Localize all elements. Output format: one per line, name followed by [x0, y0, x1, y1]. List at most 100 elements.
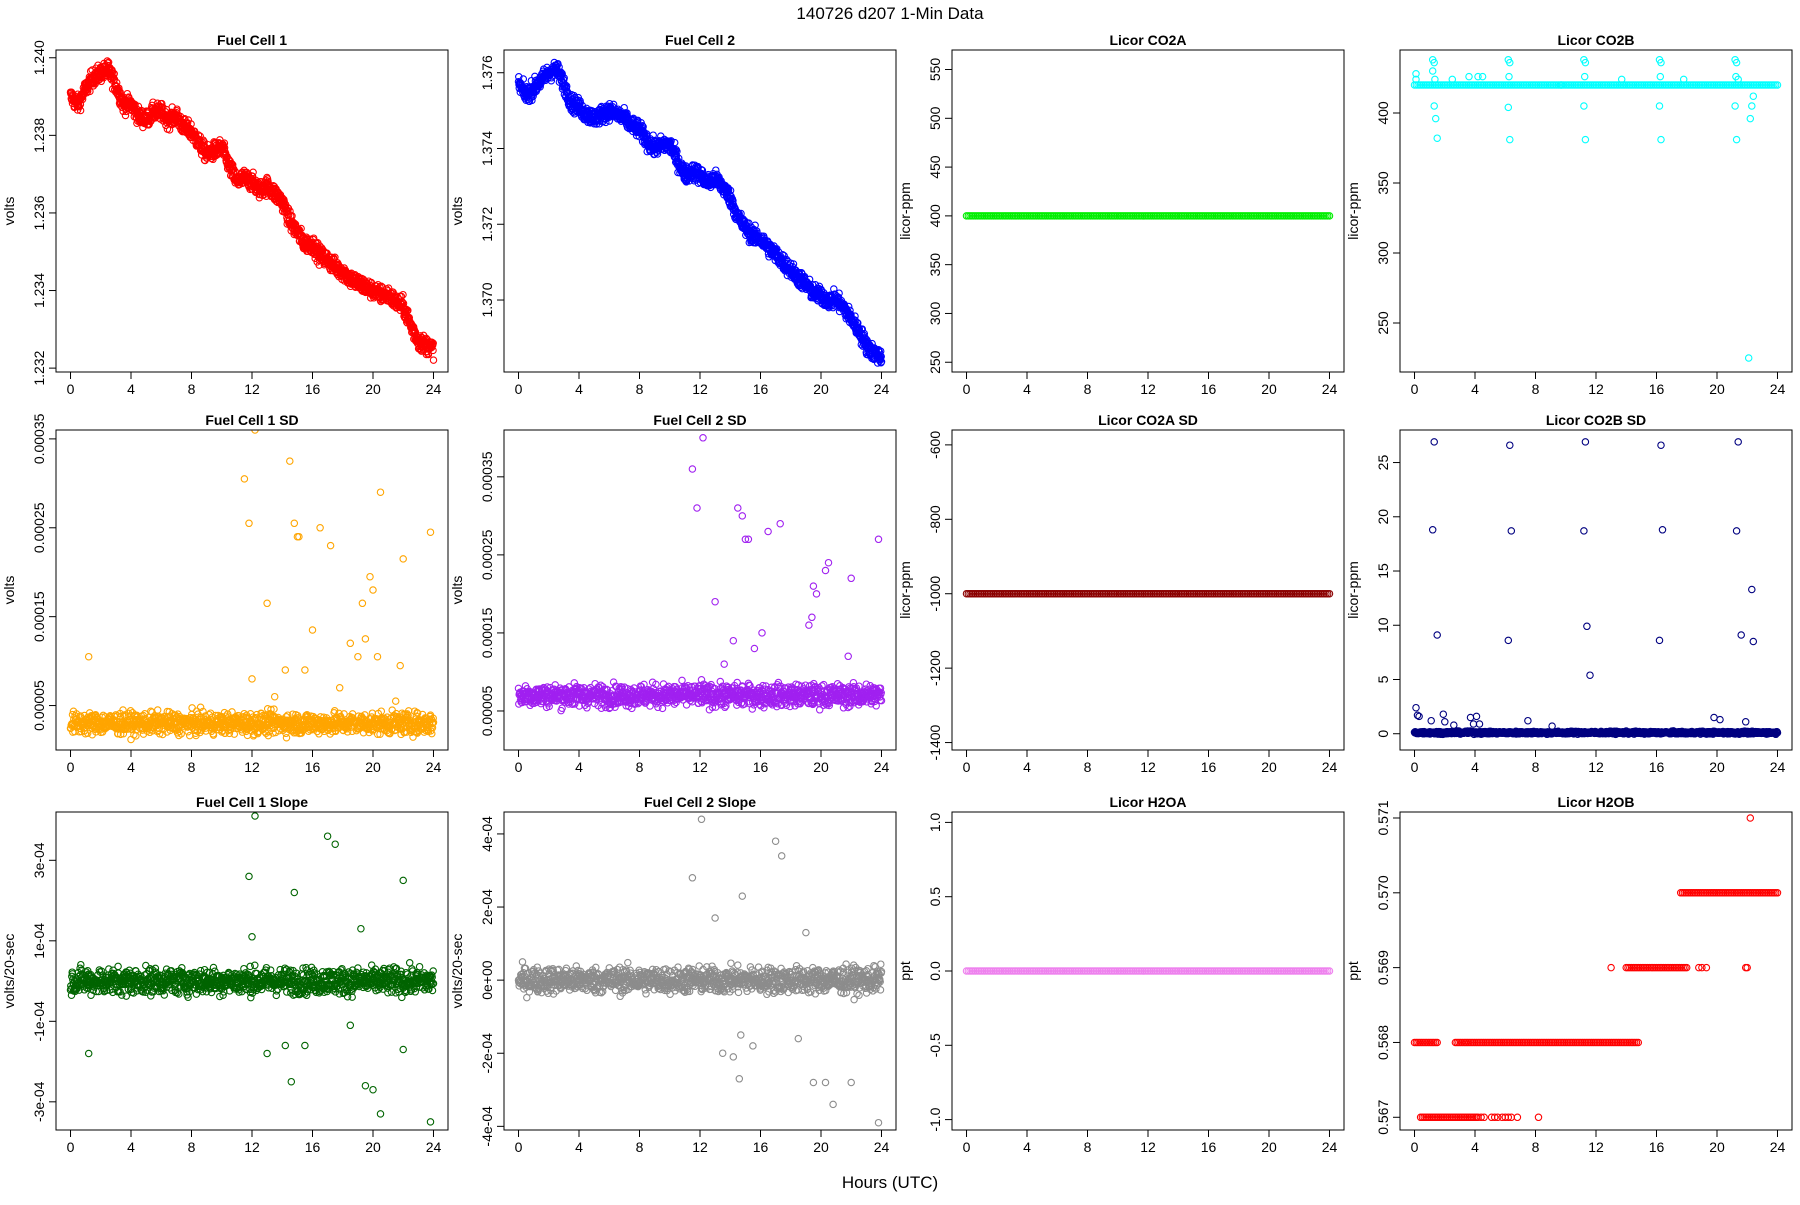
x-tick-label: 0 — [963, 381, 971, 397]
x-tick-label: 20 — [1709, 381, 1725, 397]
data-point — [287, 458, 293, 464]
y-tick-label: 0.00005 — [31, 680, 47, 731]
panel-title: Fuel Cell 2 SD — [653, 412, 746, 428]
y-tick-label: 500 — [927, 106, 943, 130]
data-point — [1657, 73, 1663, 79]
data-point — [337, 685, 343, 691]
y-tick-label: 350 — [927, 253, 943, 277]
x-tick-label: 8 — [1532, 381, 1540, 397]
x-tick-label: 0 — [67, 759, 75, 775]
data-point — [241, 476, 247, 482]
data-point — [1582, 73, 1588, 79]
plot-frame — [56, 50, 448, 372]
data-point — [1433, 115, 1439, 121]
y-tick-label: 450 — [927, 155, 943, 179]
y-tick-label: 400 — [1375, 101, 1391, 125]
figure-title: 140726 d207 1-Min Data — [796, 4, 984, 23]
data-points — [515, 435, 884, 714]
panel-title: Licor CO2B — [1557, 32, 1634, 48]
data-point — [1746, 355, 1752, 361]
x-tick-label: 0 — [515, 381, 523, 397]
data-point — [1656, 103, 1662, 109]
data-point — [264, 600, 270, 606]
data-points — [963, 213, 1332, 219]
data-point — [155, 707, 161, 713]
x-tick-label: 20 — [365, 759, 381, 775]
x-axis: 0 4 8 12 16 20 24 — [1411, 372, 1786, 397]
data-point — [1750, 93, 1756, 99]
plot-frame — [56, 430, 448, 750]
data-point — [370, 587, 376, 593]
data-point — [1581, 103, 1587, 109]
data-point — [327, 542, 333, 548]
x-tick-label: 8 — [188, 759, 196, 775]
x-tick-label: 0 — [67, 381, 75, 397]
x-tick-label: 12 — [692, 381, 708, 397]
data-point — [1434, 135, 1440, 141]
data-point — [377, 489, 383, 495]
data-point — [1658, 136, 1664, 142]
data-point — [133, 733, 139, 739]
data-point — [302, 667, 308, 673]
y-tick-label: 1.238 — [31, 118, 47, 153]
data-point — [1749, 103, 1755, 109]
data-point — [1582, 136, 1588, 142]
data-point — [362, 636, 368, 642]
data-point — [86, 654, 92, 660]
data-points — [515, 59, 884, 366]
data-point — [400, 556, 406, 562]
data-point — [1507, 136, 1513, 142]
x-tick-label: 16 — [305, 759, 321, 775]
x-tick-label: 4 — [1471, 381, 1479, 397]
data-point — [189, 705, 195, 711]
x-tick-label: 12 — [1588, 381, 1604, 397]
data-point — [1479, 73, 1485, 79]
data-point — [367, 574, 373, 580]
x-tick-label: 16 — [305, 381, 321, 397]
y-axis-label: volts — [449, 197, 465, 226]
data-points — [67, 427, 436, 743]
data-points — [1411, 57, 1780, 362]
data-point — [1732, 103, 1738, 109]
x-tick-label: 16 — [753, 381, 769, 397]
y-tick-label: 350 — [1375, 171, 1391, 195]
y-tick-label: 0.00015 — [31, 591, 47, 642]
y-tick-label: 250 — [927, 350, 943, 374]
data-point — [1431, 103, 1437, 109]
x-tick-label: 24 — [874, 381, 890, 397]
y-tick-label: 300 — [927, 302, 943, 326]
x-tick-label: 12 — [244, 381, 260, 397]
x-tick-label: 24 — [426, 381, 442, 397]
x-tick-label: 24 — [426, 759, 442, 775]
data-point — [283, 735, 289, 741]
data-point — [187, 732, 193, 738]
y-tick-label: 1.372 — [479, 207, 495, 242]
data-point — [1747, 115, 1753, 121]
x-tick-label: 8 — [636, 381, 644, 397]
x-tick-label: 24 — [1770, 381, 1786, 397]
data-point — [309, 627, 315, 633]
data-point — [246, 520, 252, 526]
panel-title: Fuel Cell 1 — [217, 32, 287, 48]
data-point — [1506, 73, 1512, 79]
x-tick-label: 20 — [365, 381, 381, 397]
data-point — [393, 698, 399, 704]
y-tick-label: 0.00025 — [31, 502, 47, 553]
x-tick-label: 16 — [1649, 381, 1665, 397]
plot-frame — [952, 50, 1344, 372]
y-tick-label: 1.240 — [31, 40, 47, 75]
y-tick-label: 1.370 — [479, 282, 495, 317]
y-axis-label: licor-ppm — [897, 182, 913, 240]
x-tick-label: 4 — [127, 381, 135, 397]
x-tick-label: 0 — [1411, 381, 1419, 397]
